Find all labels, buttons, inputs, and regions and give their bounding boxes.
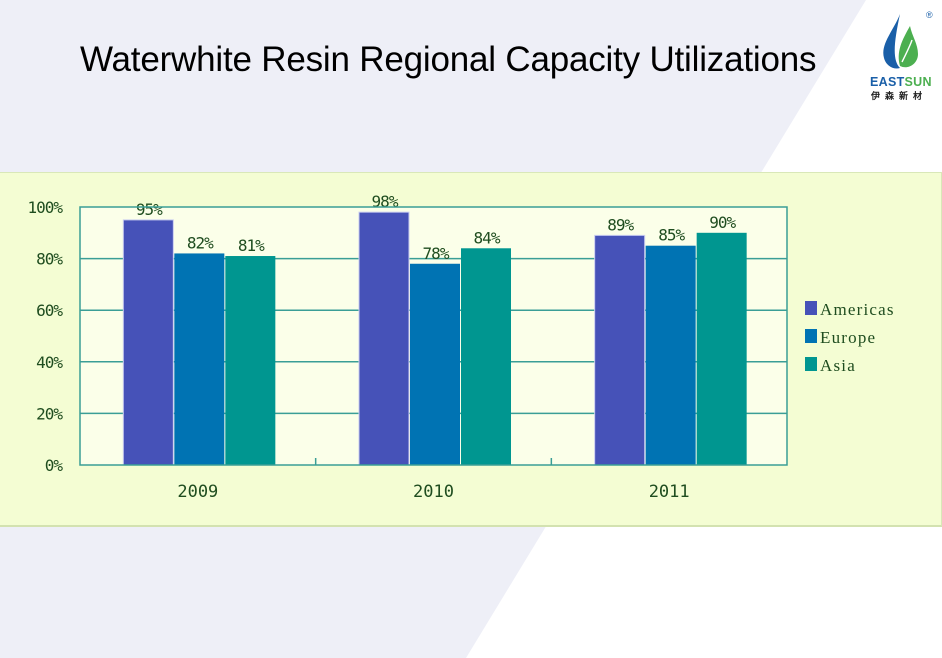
bar-europe-2009 (174, 253, 225, 465)
y-tick-label: 100% (27, 198, 63, 217)
bar-americas-2010 (358, 211, 410, 466)
logo-brand-text: EASTSUN (870, 75, 932, 89)
plot-frame (79, 206, 788, 466)
data-label: 89% (607, 215, 634, 234)
y-tick-label: 20% (36, 404, 63, 423)
data-label: 98% (372, 192, 399, 211)
legend-swatch-europe (805, 329, 817, 343)
data-label: 84% (474, 228, 501, 247)
legend-swatch-asia (805, 357, 817, 371)
bar-chart: 0% 20% 40% 60% 80% 100% 95% 82% 81% 2009 98% 78% 84%… (27, 192, 895, 502)
data-label: 78% (423, 244, 450, 263)
data-label: 90% (709, 213, 736, 232)
y-tick-label: 0% (45, 456, 64, 475)
data-label: 81% (238, 236, 265, 255)
legend-label-americas: Americas (820, 300, 895, 319)
bar-americas-2009 (122, 219, 174, 466)
logo-chinese-text: 伊森新材 (870, 90, 927, 102)
bar-europe-2011 (645, 245, 696, 465)
bar-asia-2009 (225, 256, 276, 465)
logo-drop-blue (883, 14, 900, 69)
x-tick-label: 2011 (649, 482, 690, 502)
x-tick-label: 2010 (413, 482, 454, 502)
data-label: 95% (136, 200, 163, 219)
bar-asia-2010 (461, 248, 511, 465)
registered-mark: ® (926, 10, 933, 20)
bar-americas-2011 (594, 234, 646, 466)
y-tick-label: 80% (36, 250, 63, 269)
data-label: 85% (658, 226, 685, 245)
bar-asia-2011 (696, 232, 747, 465)
logo-leaf-green (898, 26, 918, 68)
data-label: 82% (187, 233, 214, 252)
legend-swatch-americas (805, 301, 817, 315)
y-tick-label: 60% (36, 301, 63, 320)
legend-label-asia: Asia (820, 356, 856, 375)
x-tick-label: 2009 (177, 482, 218, 502)
slide-title: Waterwhite Resin Regional Capacity Utili… (80, 40, 817, 79)
y-tick-label: 40% (36, 353, 63, 372)
eastsun-logo: ® EASTSUN 伊森新材 (870, 10, 933, 102)
legend-label-europe: Europe (820, 328, 876, 347)
bar-europe-2010 (410, 263, 460, 465)
